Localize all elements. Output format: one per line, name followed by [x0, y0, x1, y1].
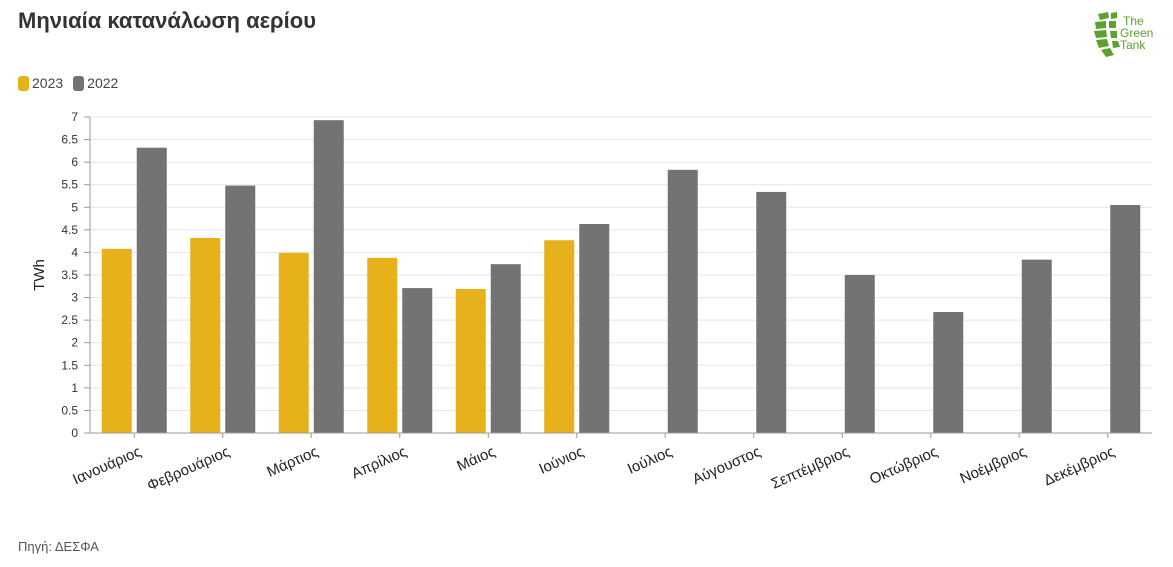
bar-2022-1	[136, 147, 167, 433]
y-tick-label: 0	[71, 426, 78, 440]
y-tick-label: 2.5	[61, 313, 78, 327]
legend-item-2023[interactable]: 2023	[18, 75, 63, 91]
bar-2022-4	[402, 288, 433, 433]
y-tick-label: 2	[71, 336, 78, 350]
logo-text-green: Green	[1120, 26, 1153, 40]
y-tick-label: 0.5	[61, 403, 78, 417]
source-note: Πηγή: ΔΕΣΦΑ	[18, 539, 99, 554]
bars	[101, 120, 1141, 433]
y-tick-label: 1.5	[61, 358, 78, 372]
y-tick-label: 3	[71, 291, 78, 305]
x-tick-label: Αύγουστος	[690, 443, 763, 488]
legend-label-2023: 2023	[32, 75, 64, 91]
y-tick-label: 6	[71, 155, 78, 169]
bar-2022-9	[844, 275, 875, 433]
bar-2023-1	[101, 248, 132, 433]
y-axis-title: TWh	[31, 259, 48, 291]
x-tick-label: Οκτώβριος	[867, 443, 940, 488]
y-tick-label: 3.5	[61, 268, 78, 282]
legend-swatch-2022	[73, 75, 85, 91]
bar-2022-10	[933, 312, 964, 433]
axes: 0 0.5 1 1.5 2 2.5 3 3.5 4 4.5 5 5.5 6 6.5 7 TWh Ιανουάρι…	[31, 110, 1152, 495]
bar-2022-8	[756, 191, 787, 433]
bar-2022-2	[225, 185, 256, 433]
bar-2022-5	[490, 264, 521, 433]
x-tick-label: Σεπτέμβριος	[769, 443, 852, 493]
y-tick-label: 6.5	[61, 133, 78, 147]
legend: 2023 2022	[18, 75, 118, 91]
bar-2023-6	[544, 240, 575, 433]
legend-item-2022[interactable]: 2022	[73, 75, 118, 91]
logo-text-the: The	[1123, 14, 1144, 28]
x-tick-label: Νοέμβριος	[957, 443, 1028, 487]
y-tick-label: 5	[71, 200, 78, 214]
the-green-tank-logo: The Green Tank	[1094, 12, 1153, 57]
y-tick-label: 4	[71, 245, 78, 259]
x-tick-label: Μάρτιος	[264, 443, 321, 481]
y-tick-label: 5.5	[61, 178, 78, 192]
bar-2022-12	[1110, 205, 1141, 433]
x-tick-label: Ιούλιος	[625, 443, 675, 478]
bar-2023-2	[190, 237, 221, 433]
logo-text-tank: Tank	[1120, 38, 1146, 52]
y-tick-label: 7	[71, 110, 78, 124]
x-tick-label: Ιανουάριος	[70, 443, 144, 488]
y-tick-label: 1	[71, 381, 78, 395]
bar-2022-11	[1021, 259, 1052, 433]
legend-swatch-2023	[18, 75, 29, 91]
bar-2022-7	[667, 169, 698, 433]
x-tick-label: Δεκέμβριος	[1041, 443, 1117, 489]
grid-lines	[90, 116, 1152, 434]
bar-2022-6	[579, 223, 610, 433]
bar-2022-3	[313, 120, 344, 433]
x-tick-label: Ιούνιος	[536, 443, 586, 478]
x-tick-label: Απρίλιος	[349, 443, 409, 482]
bar-2023-3	[278, 252, 309, 433]
bar-2023-4	[367, 257, 398, 433]
x-tick-label: Μάιος	[454, 443, 498, 475]
bar-2023-5	[455, 288, 486, 433]
x-tick-label: Φεβρουάριος	[145, 443, 233, 495]
legend-label-2022: 2022	[87, 75, 119, 91]
chart-title: Μηνιαία κατανάλωση αερίου	[18, 8, 317, 33]
y-tick-label: 4.5	[61, 223, 78, 237]
